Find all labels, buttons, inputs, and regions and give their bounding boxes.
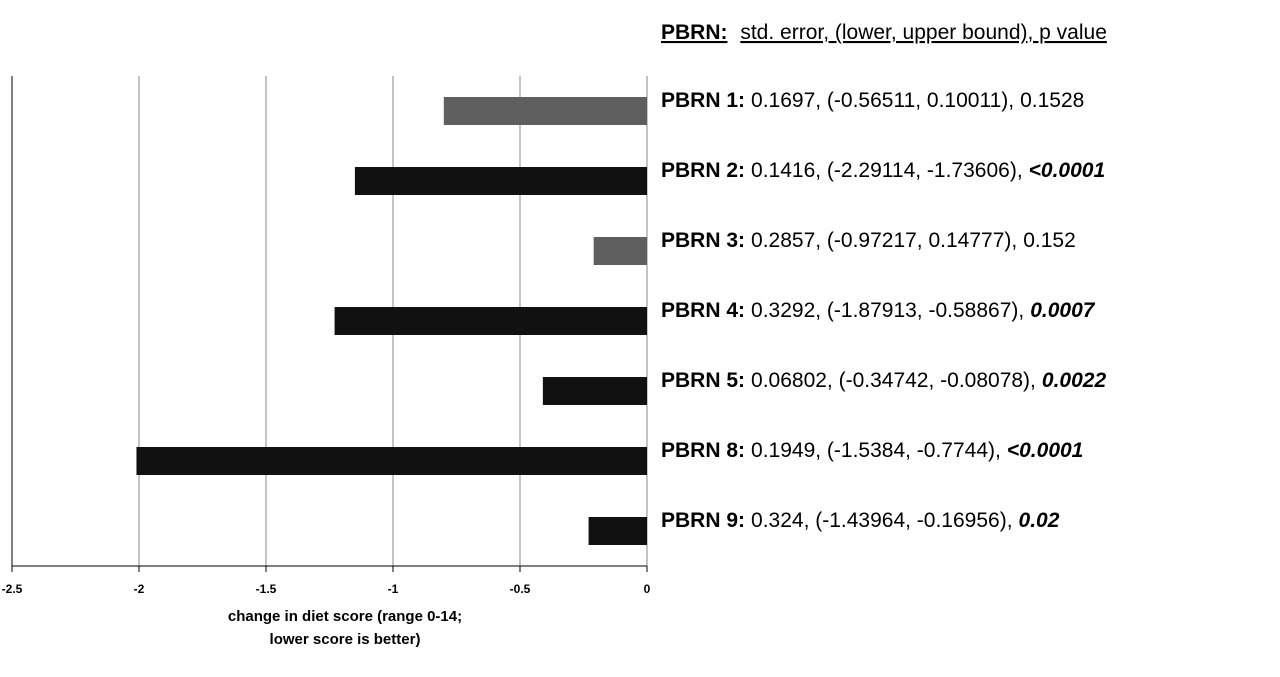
p-value: 0.0022 xyxy=(1042,369,1107,392)
p-value: 0.02 xyxy=(1019,509,1060,532)
bar xyxy=(443,97,647,125)
x-tick-label: -1 xyxy=(388,582,399,596)
row-label: PBRN 2: xyxy=(661,159,745,182)
header: PBRN: std. error, (lower, upper bound), … xyxy=(661,21,1107,44)
row-details: 0.1697, (-0.56511, 0.10011), xyxy=(751,89,1014,112)
row-label: PBRN 1: xyxy=(661,89,745,112)
bar xyxy=(593,237,647,265)
row-details: 0.324, (-1.43964, -0.16956), xyxy=(751,509,1013,532)
p-value: <0.0001 xyxy=(1007,439,1084,462)
x-tick-label: -0.5 xyxy=(510,582,531,596)
p-value: 0.152 xyxy=(1023,229,1076,252)
row-label: PBRN 8: xyxy=(661,439,745,462)
row-label: PBRN 3: xyxy=(661,229,745,252)
header-text: std. error, (lower, upper bound), p valu… xyxy=(740,21,1107,44)
p-value: 0.1528 xyxy=(1020,89,1084,112)
bar xyxy=(136,447,647,475)
annotation: PBRN 2: 0.1416, (-2.29114, -1.73606), <0.0… xyxy=(661,159,1105,182)
x-tick-label: 0 xyxy=(644,582,651,596)
row-label: PBRN 4: xyxy=(661,299,745,322)
x-axis-label: change in diet score (range 0-14; xyxy=(228,608,462,625)
x-tick-label: -1.5 xyxy=(256,582,277,596)
bar xyxy=(588,517,647,545)
p-value: <0.0001 xyxy=(1029,159,1106,182)
bar xyxy=(542,377,647,405)
annotation: PBRN 5: 0.06802, (-0.34742, -0.08078), 0.0… xyxy=(661,369,1106,392)
row-details: 0.1949, (-1.5384, -0.7744), xyxy=(751,439,1001,462)
header-label: PBRN: xyxy=(661,21,728,44)
x-axis-label: lower score is better) xyxy=(270,631,421,648)
row-label: PBRN 9: xyxy=(661,509,745,532)
annotation: PBRN 4: 0.3292, (-1.87913, -0.58867), 0.00… xyxy=(661,299,1096,322)
p-value: 0.0007 xyxy=(1030,299,1096,322)
row-details: 0.06802, (-0.34742, -0.08078), xyxy=(751,369,1036,392)
annotation: PBRN 1: 0.1697, (-0.56511, 0.10011), 0.152… xyxy=(661,89,1084,112)
row-details: 0.1416, (-2.29114, -1.73606), xyxy=(751,159,1023,182)
annotation: PBRN 8: 0.1949, (-1.5384, -0.7744), <0.000… xyxy=(661,439,1083,462)
x-tick-label: -2.5 xyxy=(2,582,23,596)
x-tick-label: -2 xyxy=(134,582,145,596)
bar xyxy=(354,167,647,195)
row-details: 0.2857, (-0.97217, 0.14777), xyxy=(751,229,1017,252)
annotation: PBRN 3: 0.2857, (-0.97217, 0.14777), 0.152 xyxy=(661,229,1076,252)
bar xyxy=(334,307,647,335)
row-label: PBRN 5: xyxy=(661,369,745,392)
annotation: PBRN 9: 0.324, (-1.43964, -0.16956), 0.02 xyxy=(661,509,1060,532)
row-details: 0.3292, (-1.87913, -0.58867), xyxy=(751,299,1024,322)
